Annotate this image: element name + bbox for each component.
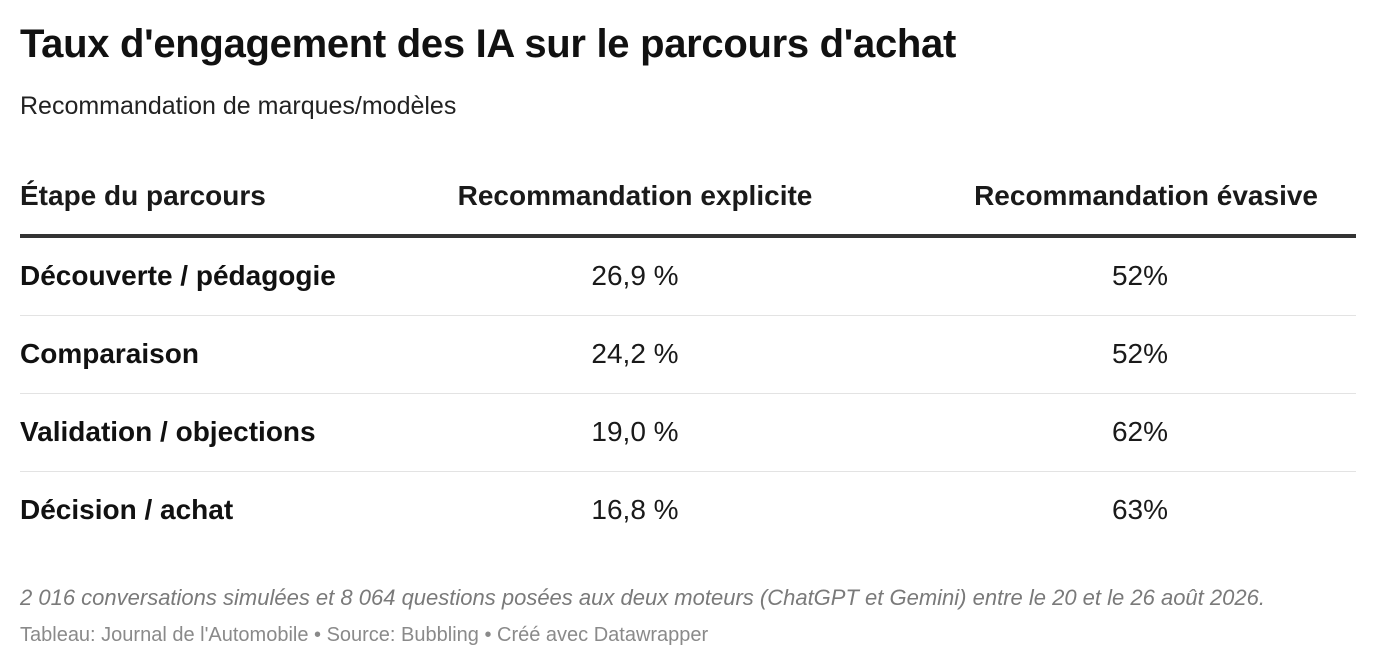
column-header-stage: Étape du parcours — [20, 180, 266, 211]
table-row: Découverte / pédagogie 26,9 % 52% — [20, 238, 1356, 316]
row-label: Découverte / pédagogie — [20, 260, 336, 291]
evasive-value: 63% — [1111, 494, 1169, 525]
chart-footer: Tableau: Journal de l'Automobile • Sourc… — [20, 624, 709, 646]
explicit-value: 24,2 % — [591, 338, 679, 369]
evasive-value: 52% — [1111, 338, 1169, 369]
explicit-value: 16,8 % — [591, 494, 679, 525]
table-row: Validation / objections 19,0 % 62% — [20, 394, 1356, 472]
chart-title: Taux d'engagement des IA sur le parcours… — [20, 22, 956, 66]
chart-subtitle: Recommandation de marques/modèles — [20, 92, 457, 120]
table-row: Comparaison 24,2 % 52% — [20, 316, 1356, 394]
explicit-value: 19,0 % — [591, 416, 679, 447]
row-label: Validation / objections — [20, 416, 316, 447]
column-header-explicit: Recommandation explicite — [457, 180, 813, 211]
table-header: Étape du parcours Recommandation explici… — [20, 160, 1356, 238]
chart-notes: 2 016 conversations simulées et 8 064 qu… — [20, 585, 1265, 610]
row-label: Comparaison — [20, 338, 199, 369]
data-table: Étape du parcours Recommandation explici… — [20, 160, 1356, 549]
explicit-value: 26,9 % — [591, 260, 679, 291]
column-header-evasive: Recommandation évasive — [974, 180, 1318, 211]
evasive-value: 52% — [1111, 260, 1169, 291]
table-row: Décision / achat 16,8 % 63% — [20, 472, 1356, 549]
evasive-value: 62% — [1111, 416, 1169, 447]
row-label: Décision / achat — [20, 494, 234, 525]
